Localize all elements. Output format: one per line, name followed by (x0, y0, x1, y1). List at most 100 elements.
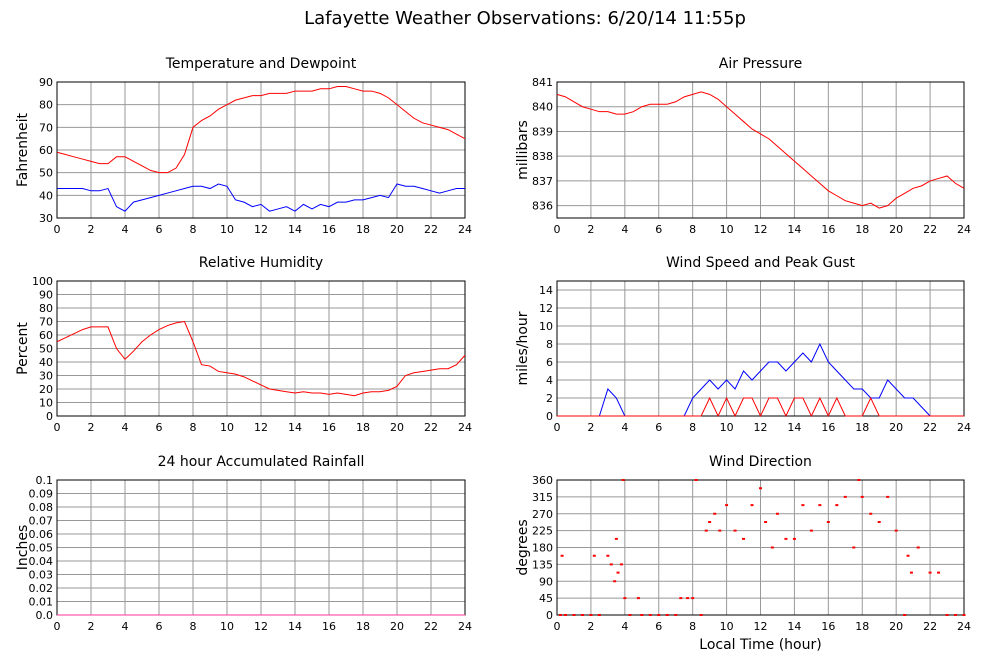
y-tick-label: 0.02 (29, 582, 54, 595)
point (560, 554, 564, 557)
point (733, 529, 737, 532)
x-tick-label: 12 (254, 223, 268, 236)
point (750, 504, 754, 507)
point (580, 614, 584, 616)
point (592, 554, 596, 557)
x-tick-label: 20 (889, 223, 903, 236)
y-axis-label: Fahrenheit (15, 112, 31, 187)
y-axis-label: Percent (15, 322, 31, 375)
series-line (56, 86, 466, 174)
x-tick-label: 6 (156, 421, 163, 434)
point (826, 521, 830, 523)
x-tick-label: 20 (390, 421, 404, 434)
point (699, 614, 703, 616)
y-tick-label: 80 (39, 302, 53, 315)
x-tick-label: 8 (689, 223, 696, 236)
y-tick-label: 40 (39, 189, 53, 202)
x-tick-label: 4 (122, 421, 129, 434)
x-tick-label: 0 (554, 620, 561, 633)
plot-frame (556, 81, 965, 219)
x-tick-label: 20 (390, 223, 404, 236)
x-tick-label: 10 (720, 421, 734, 434)
y-tick-label: 225 (532, 525, 553, 538)
x-tick-label: 8 (689, 421, 696, 434)
y-tick-label: 838 (532, 150, 553, 163)
x-tick-label: 16 (821, 620, 835, 633)
y-tick-label: 0.04 (29, 555, 54, 568)
chart-title: Air Pressure (719, 56, 802, 72)
x-tick-label: 6 (156, 223, 163, 236)
y-axis-label: miles/hour (515, 311, 531, 385)
x-tick-label: 10 (220, 620, 234, 633)
x-tick-label: 24 (458, 620, 472, 633)
point (609, 563, 613, 566)
y-tick-label: 50 (39, 343, 53, 356)
x-tick-label: 18 (356, 223, 370, 236)
y-tick-label: 90 (539, 575, 553, 588)
chart-title: Wind Direction (709, 454, 812, 470)
point (906, 554, 910, 557)
chart-title: 24 hour Accumulated Rainfall (158, 454, 365, 470)
x-tick-label: 0 (54, 620, 61, 633)
x-tick-label: 20 (889, 421, 903, 434)
y-tick-label: 8 (546, 338, 553, 351)
point (563, 614, 567, 616)
x-tick-label: 4 (621, 620, 628, 633)
x-tick-label: 0 (54, 223, 61, 236)
point (770, 546, 774, 549)
y-tick-label: 20 (39, 383, 53, 396)
y-tick-label: 360 (532, 474, 553, 487)
plot-frame (556, 479, 965, 616)
y-tick-label: 0.09 (29, 488, 54, 501)
y-tick-label: 0.1 (36, 474, 54, 487)
point (928, 571, 932, 574)
point (614, 537, 618, 540)
y-tick-label: 315 (532, 491, 553, 504)
point (613, 580, 617, 583)
point (665, 614, 669, 616)
y-tick-label: 839 (532, 125, 553, 138)
x-tick-label: 24 (458, 421, 472, 434)
x-tick-label: 14 (288, 620, 302, 633)
point (869, 512, 873, 515)
y-tick-label: 70 (39, 121, 53, 134)
x-tick-label: 10 (220, 421, 234, 434)
x-tick-label: 4 (122, 620, 129, 633)
point (903, 614, 907, 616)
x-tick-label: 12 (754, 223, 768, 236)
y-tick-label: 45 (539, 592, 553, 605)
y-tick-label: 90 (39, 76, 53, 89)
y-tick-label: 0.01 (29, 596, 54, 609)
x-tick-label: 24 (957, 421, 971, 434)
x-tick-label: 6 (655, 223, 662, 236)
point (792, 537, 796, 540)
y-tick-label: 0 (546, 609, 553, 622)
point (877, 521, 881, 523)
x-tick-label: 16 (821, 223, 835, 236)
x-tick-label: 24 (957, 620, 971, 633)
y-tick-label: 60 (39, 329, 53, 342)
point (860, 495, 864, 498)
x-tick-label: 4 (621, 223, 628, 236)
x-tick-label: 24 (957, 223, 971, 236)
y-tick-label: 30 (39, 370, 53, 383)
point (636, 597, 640, 600)
y-tick-label: 0.03 (29, 569, 54, 582)
point (937, 571, 941, 574)
x-tick-label: 2 (587, 223, 594, 236)
x-tick-label: 12 (754, 421, 768, 434)
point (704, 529, 708, 532)
x-tick-label: 12 (254, 421, 268, 434)
y-tick-label: 10 (539, 320, 553, 333)
point (708, 521, 712, 523)
y-tick-label: 0.0 (36, 609, 54, 622)
x-tick-label: 22 (424, 223, 438, 236)
x-tick-label: 14 (787, 421, 801, 434)
chart-title: Temperature and Dewpoint (165, 56, 357, 72)
y-axis-label: Inches (15, 525, 31, 570)
point (572, 614, 576, 616)
x-tick-label: 16 (821, 421, 835, 434)
x-tick-label: 6 (655, 620, 662, 633)
point (623, 597, 627, 600)
x-tick-label: 12 (754, 620, 768, 633)
